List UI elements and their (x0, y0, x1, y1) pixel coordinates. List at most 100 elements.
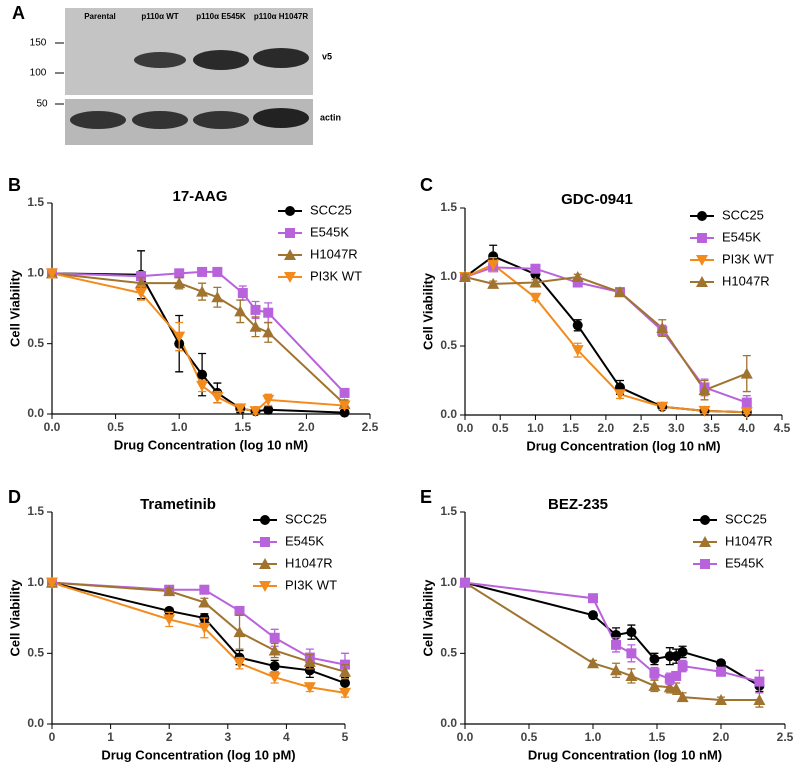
legend-label: E545K (725, 555, 764, 570)
y-tick-label: 1.5 (440, 504, 457, 518)
marker (671, 670, 682, 681)
marker (716, 658, 726, 669)
x-axis-label: Drug Concentration (log 10 nM) (528, 747, 722, 762)
legend-label: SCC25 (285, 511, 327, 526)
chart: B 17-AAG 0.0 0.5 1.0 1.5 0.0 0.5 1.0 1.5 2.0 2.5 Dru… (7, 175, 378, 453)
legend-label: E545K (285, 533, 324, 548)
marker (571, 345, 584, 357)
marker (197, 369, 208, 380)
x-tick-label: 1.5 (234, 420, 251, 434)
marker (136, 271, 147, 282)
band (70, 111, 126, 129)
marker (164, 605, 175, 616)
marker (664, 673, 675, 684)
lane-label: p110α H1047R (254, 12, 309, 21)
x-tick-label: 2.0 (298, 420, 315, 434)
x-tick-label: 1.0 (585, 730, 602, 744)
marker (676, 691, 689, 703)
marker (198, 596, 211, 608)
marker (211, 291, 224, 303)
y-axis-label: Cell Viability (7, 269, 22, 347)
x-tick-label: 1.5 (562, 421, 579, 435)
marker (260, 537, 270, 547)
series-line (51, 581, 346, 694)
western-blot: A Parental p110α WT p110α E545K p110α H1… (12, 3, 341, 145)
legend-label: SCC25 (725, 511, 767, 526)
marker (135, 288, 148, 300)
y-tick-label: 1.0 (27, 266, 44, 280)
x-tick-label: 0.5 (492, 421, 509, 435)
band (132, 111, 188, 129)
x-tick-label: 3.5 (703, 421, 720, 435)
marker (174, 268, 185, 279)
y-tick-label: 1.5 (27, 195, 44, 209)
y-tick-label: 0.5 (440, 646, 457, 660)
band (253, 108, 309, 128)
lane-label: p110α E545K (196, 12, 246, 21)
marker (610, 664, 623, 676)
marker (698, 384, 711, 396)
marker (173, 331, 186, 343)
marker (196, 380, 209, 392)
x-tick-label: 4.0 (738, 421, 755, 435)
marker (460, 577, 470, 588)
marker (339, 387, 350, 398)
x-tick-label: 4.5 (774, 421, 791, 435)
marker (46, 577, 58, 589)
series-line (464, 581, 760, 683)
marker (339, 407, 350, 418)
marker (199, 584, 210, 595)
marker (237, 288, 248, 299)
marker (262, 326, 275, 338)
marker (696, 276, 708, 287)
y-tick-label: 1.0 (440, 269, 457, 283)
chart-title: Trametinib (140, 496, 216, 513)
legend-label: PI3K WT (722, 251, 774, 266)
x-tick-label: 0.5 (521, 730, 538, 744)
marker (588, 610, 598, 621)
panel-letter: A (12, 3, 25, 23)
marker (197, 266, 208, 277)
marker (529, 292, 542, 304)
series-line (51, 581, 346, 666)
y-tick-label: 0.0 (440, 716, 457, 730)
y-tick-label: 1.5 (27, 504, 44, 518)
marker (303, 682, 316, 694)
x-tick-label: 2 (166, 730, 173, 744)
marker (648, 679, 661, 691)
x-tick-label: 0 (49, 730, 56, 744)
marker (754, 676, 765, 687)
y-tick-label: 1.0 (440, 575, 457, 589)
marker (263, 404, 274, 415)
marker (259, 581, 271, 592)
marker (587, 657, 599, 669)
marker (613, 389, 626, 401)
series-line (464, 266, 748, 404)
marker (234, 305, 247, 317)
marker (263, 307, 274, 318)
series-line (464, 275, 748, 392)
legend-label: E545K (310, 224, 349, 239)
x-tick-label: 3 (224, 730, 231, 744)
x-tick-label: 2.0 (713, 730, 730, 744)
marker (588, 593, 598, 604)
marker (339, 687, 351, 699)
series-line (51, 581, 346, 684)
x-tick-label: 4 (283, 730, 290, 744)
marker (249, 320, 262, 332)
marker (262, 394, 275, 406)
series-line (464, 581, 760, 701)
marker (696, 255, 708, 266)
marker (656, 401, 669, 413)
marker (699, 536, 711, 547)
band-label: actin (320, 112, 341, 122)
marker (212, 266, 223, 277)
marker (716, 666, 726, 677)
marker (626, 648, 637, 659)
y-tick-label: 0.0 (27, 716, 44, 730)
lane-label: Parental (84, 12, 116, 21)
marker (700, 515, 710, 525)
marker (196, 285, 209, 297)
marker (626, 627, 637, 638)
